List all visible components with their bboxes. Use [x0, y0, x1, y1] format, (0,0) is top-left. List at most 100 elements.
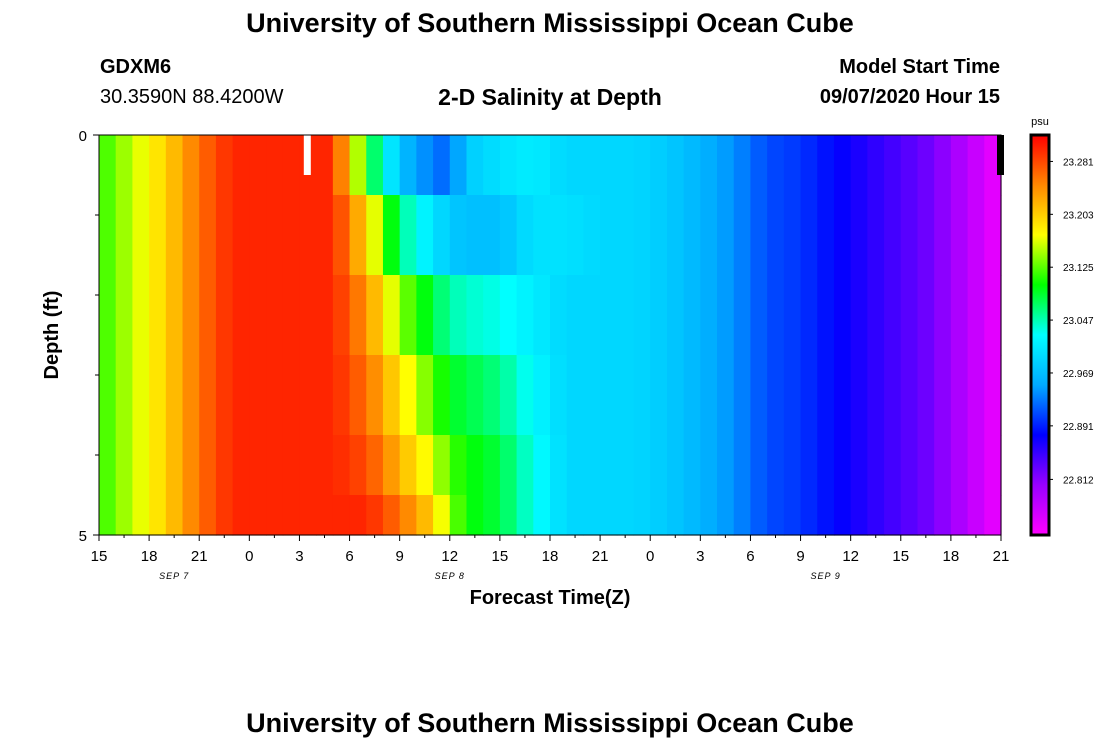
x-tick-label: 6: [345, 548, 353, 565]
x-tick-label: 21: [191, 548, 208, 565]
heatmap-cell: [616, 195, 635, 276]
heatmap-cell: [132, 275, 150, 356]
x-axis: 15 18 21 0 3 6 9 12 15 18 21 0 3 6 9 12 15 18 21: [91, 535, 1010, 565]
heatmap-cell: [232, 495, 250, 536]
heatmap-cell: [783, 135, 802, 196]
heatmap-cell: [934, 135, 952, 196]
heatmap-cell: [215, 355, 234, 436]
heatmap-cell: [165, 495, 184, 536]
heatmap-cell: [349, 135, 367, 196]
heatmap-cell: [115, 275, 133, 356]
x-tick-label: 18: [542, 548, 559, 565]
colorbar-tick-label: 22.812: [1063, 475, 1094, 486]
heatmap-cell: [833, 135, 852, 196]
heatmap-cell: [700, 135, 718, 196]
heatmap-cell: [850, 495, 868, 536]
heatmap-cell: [99, 355, 117, 436]
heatmap-cell: [717, 135, 735, 196]
heatmap-cell: [733, 275, 752, 356]
heatmap-cell: [867, 135, 885, 196]
heatmap-cell: [633, 495, 651, 536]
heatmap-cell: [249, 135, 267, 196]
colorbar-tick-label: 22.969: [1063, 369, 1094, 380]
heatmap-cell: [566, 495, 584, 536]
heatmap-cell: [566, 435, 584, 496]
heatmap-cell: [700, 275, 718, 356]
heatmap-cell: [550, 355, 568, 436]
heatmap-cell: [299, 355, 317, 436]
heatmap-cell: [600, 195, 618, 276]
heatmap-cell: [750, 135, 768, 196]
heatmap-cell: [366, 275, 384, 356]
heatmap-cell: [767, 135, 785, 196]
heatmap-cell: [583, 135, 601, 196]
heatmap-cell: [783, 195, 802, 276]
heatmap-cell: [800, 435, 818, 496]
heatmap-cell: [633, 355, 651, 436]
heatmap-cell: [533, 495, 551, 536]
heatmap-cell: [884, 355, 902, 436]
station-coordinates: 30.3590N 88.4200W: [100, 86, 284, 108]
heatmap-cell: [215, 275, 234, 356]
heatmap-cell: [282, 195, 301, 276]
heatmap-cell: [616, 495, 635, 536]
heatmap-cell: [266, 135, 284, 196]
heatmap-cell: [249, 495, 267, 536]
heatmap-cell: [99, 275, 117, 356]
heatmap-cell: [182, 275, 200, 356]
heatmap-cell: [249, 195, 267, 276]
x-tick-label: 12: [842, 548, 859, 565]
heatmap-cell: [499, 495, 518, 536]
heatmap-cell: [967, 435, 985, 496]
y-tick-label: 5: [79, 528, 87, 545]
heatmap-cell: [332, 495, 351, 536]
x-tick-label: 0: [646, 548, 654, 565]
x-tick-label: 21: [592, 548, 609, 565]
heatmap-cell: [99, 195, 117, 276]
heatmap-cell: [266, 195, 284, 276]
x-tick-label: 18: [943, 548, 960, 565]
heatmap-cell: [700, 495, 718, 536]
model-start-value: 09/07/2020 Hour 15: [819, 86, 1000, 108]
heatmap-cell: [884, 435, 902, 496]
heatmap-cell: [416, 355, 434, 436]
heatmap-cell: [583, 195, 601, 276]
heatmap-cell: [366, 135, 384, 196]
heatmap-cell: [232, 355, 250, 436]
heatmap-cell: [316, 495, 334, 536]
heatmap-cell: [867, 495, 885, 536]
heatmap-cell: [967, 275, 985, 356]
heatmap-cell: [900, 495, 919, 536]
x-tick-label: 21: [993, 548, 1010, 565]
heatmap-cell: [917, 495, 935, 536]
heatmap-cell: [115, 135, 133, 196]
heatmap-cell: [483, 135, 501, 196]
heatmap-cell: [900, 435, 919, 496]
heatmap-cell: [600, 355, 618, 436]
heatmap-cell: [750, 275, 768, 356]
heatmap-cell: [600, 495, 618, 536]
heatmap-cell: [733, 355, 752, 436]
heatmap-cell: [950, 135, 969, 196]
heatmap-cell: [115, 435, 133, 496]
heatmap-cell: [299, 435, 317, 496]
heatmap-cell: [99, 435, 117, 496]
heatmap-cell: [817, 135, 835, 196]
heatmap-cell: [566, 355, 584, 436]
heatmap-cell: [215, 495, 234, 536]
heatmap-cell: [149, 355, 167, 436]
heatmap-cell: [466, 495, 484, 536]
heatmap-cell: [282, 355, 301, 436]
heatmap-cell: [867, 355, 885, 436]
heatmap-cell: [349, 275, 367, 356]
x-tick-label: 3: [696, 548, 704, 565]
x-tick-label: 15: [91, 548, 108, 565]
heatmap-cell: [449, 275, 468, 356]
heatmap-cell: [299, 275, 317, 356]
heatmap-cell: [165, 275, 184, 356]
heatmap-cell: [633, 275, 651, 356]
heatmap-cell: [550, 495, 568, 536]
heatmap-cell: [583, 495, 601, 536]
heatmap-cell: [967, 135, 985, 196]
heatmap-cell: [566, 275, 584, 356]
